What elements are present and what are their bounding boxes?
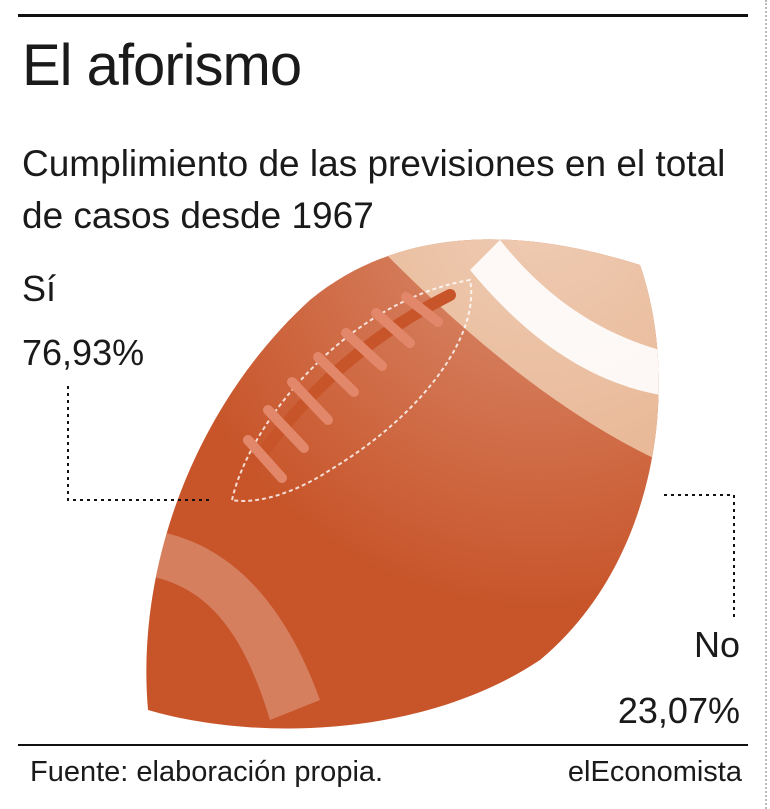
- slice-label-no: No: [693, 624, 740, 665]
- slice-label-si: Sí: [22, 268, 57, 309]
- top-rule: [18, 14, 748, 17]
- chart-title: El aforismo: [22, 33, 302, 98]
- brand-name: elEconomista: [567, 756, 742, 788]
- bottom-rule: [18, 744, 748, 746]
- leader-line-no: [664, 494, 735, 618]
- source-note: Fuente: elaboración propia.: [30, 756, 384, 788]
- leader-line-si: [67, 386, 212, 501]
- slice-value-si: 76,93%: [22, 332, 145, 373]
- chart-subtitle: Cumplimiento de las previsiones en el to…: [22, 143, 726, 236]
- ball-laces: [230, 278, 473, 502]
- edge-dots: [765, 0, 767, 809]
- slice-value-no: 23,07%: [617, 690, 740, 731]
